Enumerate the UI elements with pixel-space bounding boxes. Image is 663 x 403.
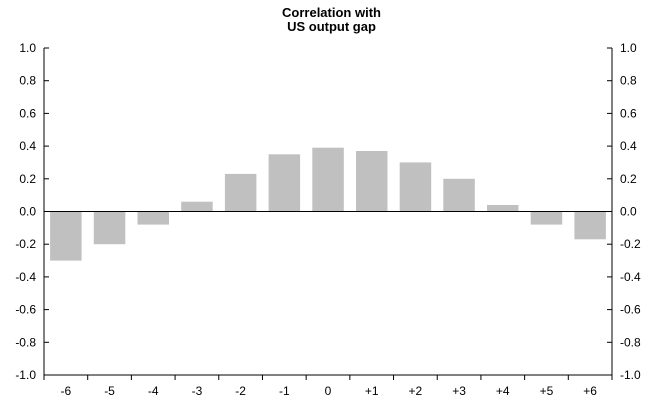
x-tick-label: +6 xyxy=(583,384,597,398)
y-tick-label-right: 0.8 xyxy=(620,74,637,88)
bar xyxy=(312,147,344,212)
y-tick-label-left: -0.8 xyxy=(15,335,36,349)
x-tick-label: -6 xyxy=(61,384,72,398)
x-tick-label: -5 xyxy=(104,384,115,398)
y-tick-label-right: -0.2 xyxy=(620,237,641,251)
y-tick-label-right: 0.6 xyxy=(620,106,637,120)
bar xyxy=(356,151,388,212)
x-tick-label: +5 xyxy=(540,384,554,398)
y-tick-label-right: 0.0 xyxy=(620,205,637,219)
bar xyxy=(268,154,301,212)
y-tick-label-right: -0.8 xyxy=(620,335,641,349)
x-tick-label: -3 xyxy=(192,384,203,398)
y-tick-label-left: -0.4 xyxy=(15,270,36,284)
bar xyxy=(181,201,213,212)
x-tick-label: +4 xyxy=(496,384,510,398)
y-tick-label-left: -0.6 xyxy=(15,303,36,317)
y-tick-label-left: 0.0 xyxy=(19,205,36,219)
bar xyxy=(530,211,563,225)
chart-subtitle: US output gap xyxy=(287,19,376,34)
x-tick-label: 0 xyxy=(325,384,332,398)
y-tick-label-left: 0.4 xyxy=(19,139,36,153)
bar xyxy=(224,173,257,212)
y-tick-label-right: 1.0 xyxy=(620,41,637,55)
bar xyxy=(574,211,606,240)
bar xyxy=(137,211,169,225)
y-tick-label-left: 0.8 xyxy=(19,74,36,88)
y-tick-label-left: -1.0 xyxy=(15,368,36,382)
y-tick-label-left: -0.2 xyxy=(15,237,36,251)
x-tick-label: +1 xyxy=(365,384,379,398)
y-tick-label-left: 0.6 xyxy=(19,106,36,120)
bar xyxy=(93,211,126,245)
x-tick-label: +3 xyxy=(452,384,466,398)
x-tick-label: -1 xyxy=(279,384,290,398)
bar xyxy=(50,211,82,261)
y-tick-label-right: -0.6 xyxy=(620,303,641,317)
chart-title: Correlation with xyxy=(282,5,381,20)
x-tick-label: -2 xyxy=(235,384,246,398)
chart-title-block: Correlation with US output gap xyxy=(0,6,663,34)
y-tick-label-right: -0.4 xyxy=(620,270,641,284)
y-tick-label-left: 0.2 xyxy=(19,172,36,186)
x-tick-label: -4 xyxy=(148,384,159,398)
y-tick-label-right: -1.0 xyxy=(620,368,641,382)
y-tick-label-right: 0.2 xyxy=(620,172,637,186)
bar xyxy=(399,162,432,212)
bar xyxy=(487,205,519,212)
y-tick-label-left: 1.0 xyxy=(19,41,36,55)
bar xyxy=(443,178,475,212)
x-tick-label: +2 xyxy=(409,384,423,398)
y-tick-label-right: 0.4 xyxy=(620,139,637,153)
